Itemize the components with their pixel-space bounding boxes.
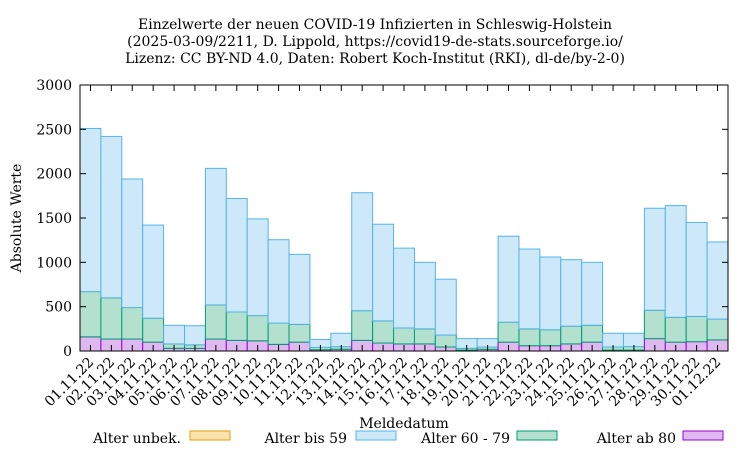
legend-label-0: Alter unbek. [92, 431, 181, 447]
legend-label-2: Alter 60 - 79 [420, 431, 510, 447]
bar-06.11.22-s1 [184, 325, 206, 346]
y-tick-label-2500: 2500 [36, 122, 72, 138]
bar-10.11.22-s1 [267, 239, 290, 324]
bar-07.11.22-s1 [204, 167, 227, 306]
bar-17.11.22-s2 [413, 328, 436, 345]
bar-01.12.22-s2 [706, 318, 729, 341]
bar-15.11.22-s2 [372, 320, 395, 344]
bar-22.11.22-s1 [518, 248, 541, 330]
bar-05.11.22-s1 [163, 324, 186, 345]
bar-28.11.22-s2 [643, 309, 666, 340]
legend-label-3: Alter ab 80 [596, 431, 676, 447]
legend-swatch-3 [682, 430, 724, 441]
bar-26.11.22-s1 [602, 332, 624, 348]
axes-group: 05001000150020002500300001.11.2202.11.22… [9, 78, 729, 432]
bar-15.11.22-s1 [372, 223, 395, 322]
bar-13.11.22-s1 [330, 332, 353, 348]
y-axis-title: Absolute Werte [9, 164, 25, 274]
legend-swatch-2 [516, 430, 558, 441]
bar-09.11.22-s2 [246, 315, 269, 342]
bar-03.11.22-s1 [121, 178, 144, 309]
y-tick-label-0: 0 [63, 344, 72, 360]
bar-23.11.22-s1 [539, 256, 562, 331]
bar-24.11.22-s2 [560, 325, 583, 345]
x-axis-title: Meldedatum [359, 416, 449, 432]
legend-swatch-1 [355, 430, 397, 441]
bar-14.11.22-s2 [351, 310, 374, 341]
bar-04.11.22-s1 [142, 224, 165, 319]
bar-17.11.22-s1 [413, 261, 436, 330]
bars-group [79, 127, 729, 352]
y-tick-label-2000: 2000 [36, 167, 72, 183]
bar-23.11.22-s2 [539, 329, 562, 347]
legend-label-1: Alter bis 59 [263, 431, 347, 447]
bar-28.11.22-s1 [643, 207, 666, 311]
bar-01.11.22-s1 [79, 127, 102, 293]
bar-30.11.22-s1 [685, 221, 708, 317]
y-tick-label-3000: 3000 [36, 78, 72, 94]
bar-29.11.22-s2 [664, 316, 687, 343]
bar-09.11.22-s1 [246, 218, 269, 317]
bar-29.11.22-s1 [664, 205, 687, 318]
bar-01.11.22-s2 [79, 291, 102, 338]
bar-30.11.22-s2 [685, 315, 708, 343]
bar-10.11.22-s2 [267, 322, 290, 345]
legend-group: Alter unbek. Alter bis 59 Alter 60 - 79 Alt… [92, 430, 724, 447]
bar-27.11.22-s1 [622, 332, 645, 348]
title-line-3: Lizenz: CC BY-ND 4.0, Daten: Robert Koch… [125, 51, 625, 67]
bar-08.11.22-s2 [225, 311, 248, 341]
bar-14.11.22-s1 [351, 192, 374, 312]
bar-16.11.22-s2 [393, 327, 415, 345]
bar-11.11.22-s1 [288, 253, 311, 325]
legend-swatch-0 [189, 430, 231, 441]
bar-07.11.22-s2 [204, 304, 227, 340]
bar-21.11.22-s2 [497, 321, 520, 343]
y-tick-label-1000: 1000 [36, 255, 72, 271]
y-tick-label-1500: 1500 [36, 211, 72, 227]
bar-02.11.22-s1 [100, 135, 123, 299]
bar-08.11.22-s1 [225, 197, 248, 313]
bar-01.12.22-s1 [706, 241, 729, 320]
bar-16.11.22-s1 [393, 247, 415, 329]
bar-04.11.22-s2 [142, 317, 165, 343]
bar-11.11.22-s2 [288, 323, 311, 343]
bar-02.11.22-s2 [100, 297, 123, 340]
title-line-2: (2025-03-09/2211, D. Lippold, https://co… [127, 34, 623, 50]
bar-22.11.22-s2 [518, 328, 541, 347]
bar-18.11.22-s1 [434, 278, 457, 336]
bar-21.11.22-s1 [497, 235, 520, 323]
bar-03.11.22-s2 [121, 307, 144, 340]
bar-25.11.22-s2 [581, 324, 604, 343]
y-tick-label-500: 500 [45, 300, 72, 316]
title-line-1: Einzelwerte der neuen COVID-19 Infiziert… [138, 17, 612, 33]
bar-25.11.22-s1 [581, 261, 604, 326]
bar-24.11.22-s1 [560, 259, 583, 327]
